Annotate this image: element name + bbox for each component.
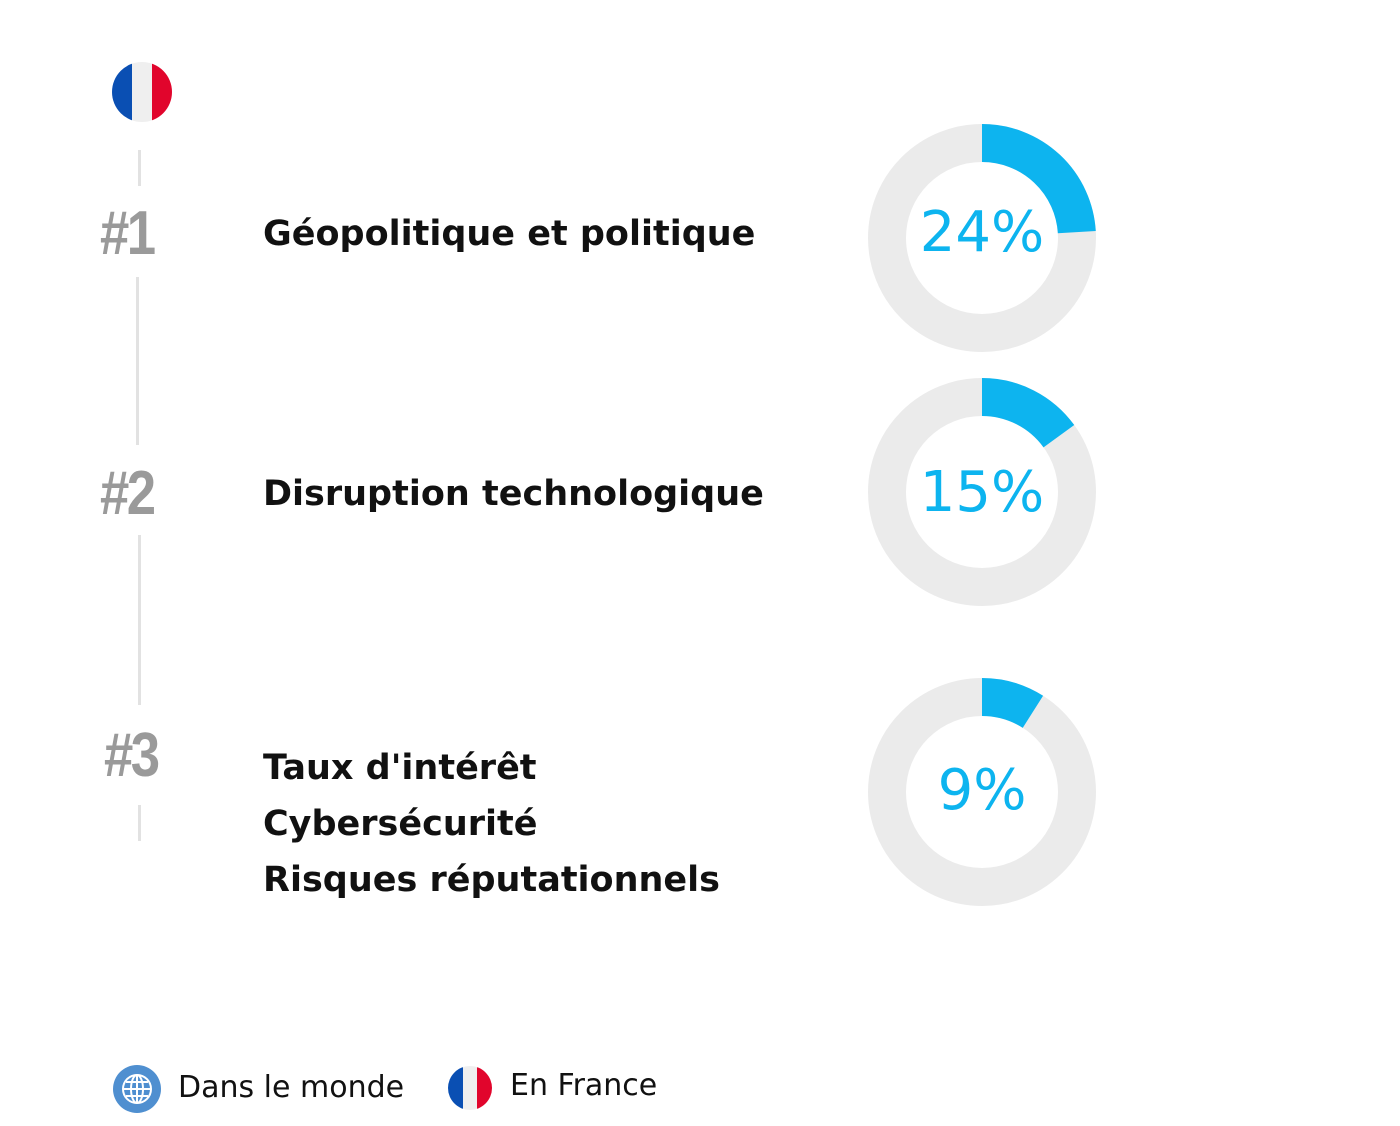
donut-chart-3 — [868, 678, 1096, 906]
donut-chart-2 — [868, 378, 1096, 606]
legend-france-label: En France — [510, 1068, 658, 1103]
donut-value-arc — [868, 678, 1096, 906]
timeline-divider — [138, 535, 141, 705]
rank-2: #2 — [100, 459, 156, 528]
donut-value-label: 9% — [937, 758, 1027, 823]
france-flag-icon — [448, 1066, 492, 1110]
rank-3: #3 — [104, 721, 160, 790]
globe-icon — [113, 1065, 161, 1113]
risk-label: Disruption technologique — [263, 474, 764, 514]
donut-value-arc — [868, 124, 1096, 352]
rank-1: #1 — [100, 199, 156, 268]
france-flag-icon — [112, 62, 172, 122]
donut-value-label: 24% — [919, 200, 1045, 265]
legend-world-label: Dans le monde — [178, 1070, 405, 1105]
donut-value-arc — [868, 378, 1096, 606]
donut-chart-1 — [868, 124, 1096, 352]
donut-value-label: 15% — [919, 460, 1045, 525]
timeline-divider — [136, 277, 139, 445]
timeline-divider — [138, 805, 141, 841]
risk-label: Géopolitique et politique — [263, 214, 756, 254]
risk-label: Cybersécurité — [263, 804, 538, 844]
risk-label: Taux d'intérêt — [263, 748, 537, 788]
risk-label: Risques réputationnels — [263, 860, 720, 900]
timeline-divider — [138, 150, 141, 186]
